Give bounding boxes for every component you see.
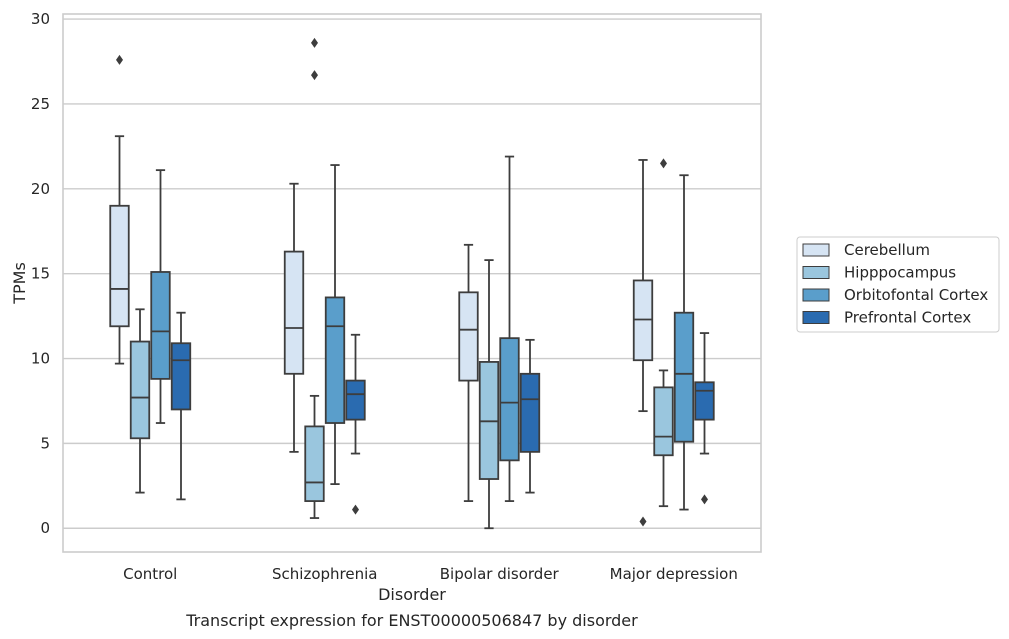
box-group [150,169,171,424]
legend-frame [796,236,1000,333]
box [458,291,479,382]
x-tick-label: Major depression [610,565,738,583]
box-group [694,332,715,505]
box [653,386,674,457]
legend-swatch [802,288,830,302]
box-group [283,182,305,453]
box-group [170,311,192,501]
box [324,296,346,424]
box-group [129,308,151,494]
outlier-point [352,504,359,515]
box [283,250,305,375]
legend-label: Prefrontal Cortex [844,309,971,327]
box-group [109,54,130,365]
y-tick-label: 0 [40,519,50,537]
box [129,340,151,440]
outlier-point [311,70,318,81]
x-tick-label: Bipolar disorder [440,565,560,583]
outlier-point [116,54,123,65]
box [109,204,130,328]
y-tick-label: 20 [31,180,50,198]
box-group [519,338,541,494]
box-group [632,159,654,527]
legend-label: Orbitofontal Cortex [844,286,988,304]
box-group [304,37,325,519]
box-group [478,259,500,530]
boxes [109,37,715,530]
legend-swatch [802,243,830,257]
y-axis-ticks: 0 5 10 15 20 25 30 [31,10,50,537]
box [150,271,171,380]
x-tick-label: Schizophrenia [272,565,377,583]
y-tick-label: 5 [40,434,50,452]
outlier-point [639,516,647,527]
chart-caption: Transcript expression for ENST0000050684… [185,611,638,630]
box [499,337,520,462]
box [519,372,541,453]
box [345,379,366,421]
legend-items: Cerebellum Hipppocampus Orbitofontal Corte… [802,241,988,327]
box [170,342,192,411]
box [694,381,715,421]
box [304,425,325,502]
outlier-point [701,494,708,505]
legend-label: Hipppocampus [844,264,956,282]
box-group [345,333,366,515]
box-group [458,243,479,502]
outlier-point [311,37,318,48]
legend: Cerebellum Hipppocampus Orbitofontal Corte… [796,236,1000,333]
box-group [673,174,695,511]
box-group [324,164,346,486]
legend-swatch [802,311,830,324]
y-tick-label: 30 [31,10,50,28]
x-axis-title: Disorder [378,585,446,604]
box-group [499,155,520,502]
y-tick-label: 25 [31,95,50,113]
plot-area [62,13,762,553]
legend-swatch [802,266,830,279]
x-axis-ticks: Control Schizophrenia Bipolar disorder Majo… [123,565,738,583]
outlier-point [660,158,667,169]
box [673,311,695,443]
legend-label: Cerebellum [844,241,930,259]
box-group [653,158,674,508]
y-axis-title: TPMs [10,262,29,305]
y-tick-label: 10 [31,350,50,368]
y-tick-label: 15 [31,265,50,283]
x-tick-label: Control [123,565,177,583]
